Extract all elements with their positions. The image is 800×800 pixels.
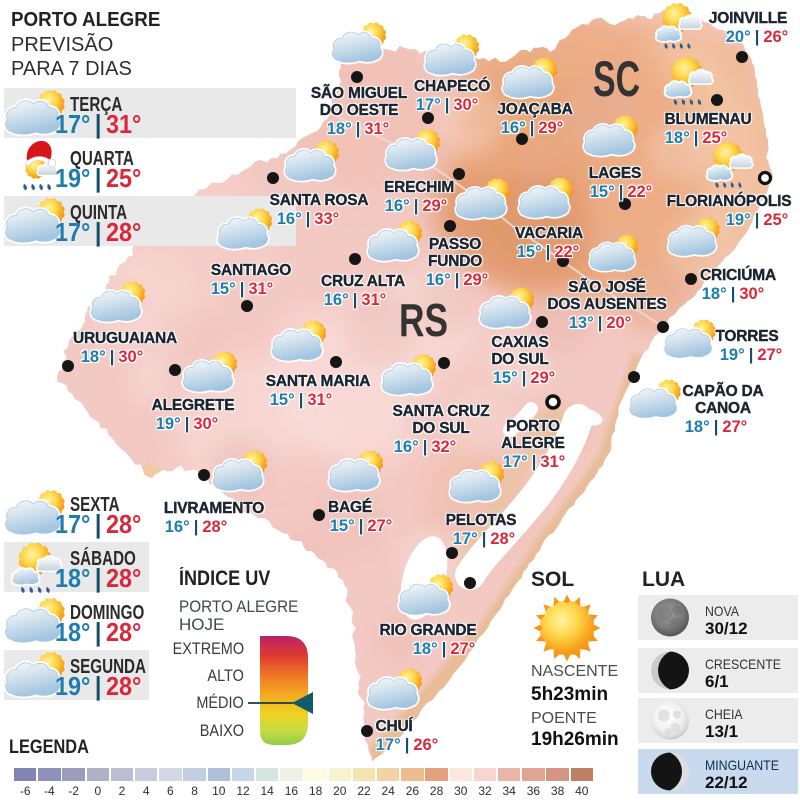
svg-text:RS: RS: [399, 294, 448, 346]
svg-text:SC: SC: [593, 51, 640, 107]
